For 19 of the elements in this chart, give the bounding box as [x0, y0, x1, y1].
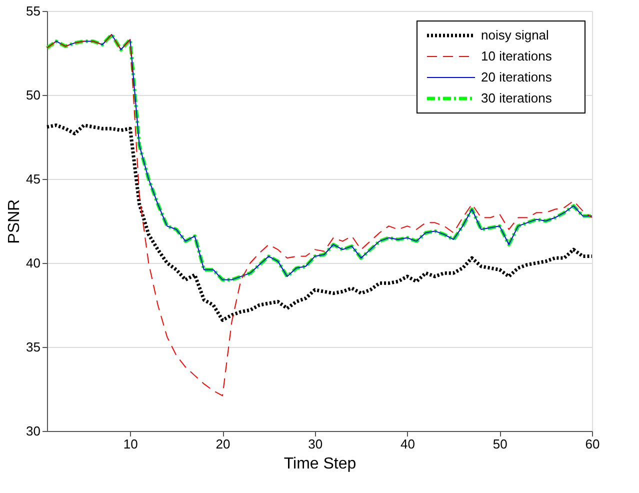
y-tick-label: 35: [26, 340, 40, 354]
x-tick-label: 60: [585, 436, 600, 452]
x-tick-label: 30: [308, 436, 323, 452]
x-tick-label: 40: [400, 436, 415, 452]
y-tick-label: 55: [26, 4, 40, 18]
legend-label: noisy signal: [481, 28, 550, 42]
y-tick-label: 30: [26, 424, 40, 438]
legend-label: 20 iterations: [481, 70, 552, 84]
y-tick-label: 40: [26, 256, 40, 270]
y-tick-label: 45: [26, 172, 40, 186]
x-tick-label: 20: [216, 436, 230, 452]
y-tick-label: 50: [26, 88, 40, 102]
line-series: [45, 123, 594, 322]
x-tick-label: 10: [123, 436, 138, 452]
x-axis-title: Time Step: [284, 456, 356, 472]
legend-label: 10 iterations: [481, 48, 552, 64]
legend-label: 30 iterations: [481, 90, 552, 106]
y-axis-title: PSNR: [6, 199, 24, 244]
x-tick-label: 50: [492, 436, 508, 452]
